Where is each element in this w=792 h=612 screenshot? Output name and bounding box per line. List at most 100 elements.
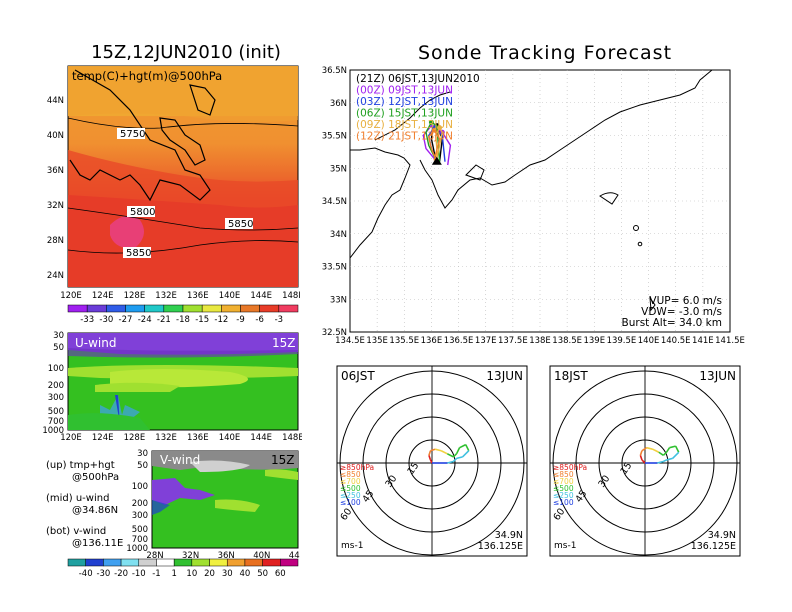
- hodo-segment: [452, 453, 458, 458]
- temp-colorbar-swatch: [182, 304, 203, 313]
- hodo-segment: [669, 445, 676, 449]
- vwind-p-tick: 100: [132, 482, 148, 492]
- hodo-title-bg: [479, 368, 525, 382]
- hodo-lon: 136.125E: [691, 541, 736, 552]
- track-legend-entry: (12Z) 21JST,13JUN: [356, 131, 453, 143]
- temp-colorbar-label: -21: [157, 315, 171, 325]
- track-series-line: [427, 129, 441, 162]
- wind-colorbar-swatch: [156, 558, 175, 567]
- map-lon-tick: 148E: [282, 291, 300, 301]
- uwind-lon-tick: 136E: [187, 433, 209, 442]
- vwind-p-tick: 30: [137, 449, 148, 459]
- track-lon-tick: 140E: [638, 336, 660, 346]
- hodo-segment: [465, 444, 470, 452]
- hodo-segment: [446, 453, 454, 458]
- note-5: (bot) v-wind: [46, 526, 107, 537]
- hodo-segment: [641, 447, 647, 452]
- hodo-segment: [428, 455, 432, 461]
- track-info-line: Burst Alt= 34.0 km: [622, 317, 722, 329]
- temp-colorbar-swatch: [144, 304, 165, 313]
- track-lon-tick: 135E: [366, 336, 388, 346]
- hodo-segment: [447, 460, 454, 464]
- vwind-p-tick: 500: [132, 525, 148, 535]
- hodo-legend-entry: ≥850hPa: [553, 463, 587, 472]
- track-burst-point: [428, 119, 434, 125]
- temp-colorbar-swatch: [86, 304, 107, 313]
- contour-label: 5800: [130, 207, 155, 218]
- hodo-legend-entry: ≤500: [340, 484, 361, 493]
- uwind-lon-tick: 132E: [155, 433, 177, 442]
- track-legend-entry: (06Z) 15JST,13JUN: [356, 108, 453, 120]
- temp-colorbar-label: -30: [99, 315, 113, 325]
- wind-colorbar-swatch: [226, 558, 246, 567]
- uwind-p-tick: 500: [48, 407, 64, 417]
- track-lat-tick: 33N: [330, 295, 347, 305]
- hodo-lon: 136.125E: [478, 541, 523, 552]
- track-lon-tick: 136E: [421, 336, 443, 346]
- hodo-segment: [657, 460, 664, 464]
- hodo-segment: [455, 447, 461, 455]
- wind-colorbar-swatch: [262, 558, 281, 567]
- hodo-segment: [459, 443, 467, 449]
- wind-colorbar-label: -30: [96, 569, 110, 579]
- map-lon-tick: 128E: [124, 291, 146, 301]
- wind-colorbar-swatch: [103, 558, 122, 567]
- vwind-p-tick: 700: [132, 535, 148, 545]
- wind-colorbar-label: -20: [114, 569, 128, 579]
- wind-colorbar-label: 60: [275, 569, 286, 579]
- hodo-segment: [456, 456, 463, 460]
- contour-label: 5750: [120, 129, 145, 140]
- temp-colorbar: -33 -30 -27 -24 -21 -18 -15 -12 -9 -6 -3: [67, 304, 299, 325]
- map-lat-tick: 36N: [47, 166, 64, 176]
- hodo-segment: [641, 459, 646, 464]
- hodo-legend-entry: ≤850: [340, 470, 361, 479]
- hodo-date-label: 13JUN: [486, 369, 523, 383]
- launch-marker: [431, 156, 442, 165]
- track-lon-tick: 138E: [529, 336, 551, 346]
- temp-colorbar-swatch: [278, 304, 299, 313]
- hodo-segment: [452, 457, 458, 463]
- wind-colorbar-label: 10: [186, 569, 197, 579]
- wind-colorbar-swatch: [67, 558, 86, 567]
- hodo-segment: [666, 457, 673, 461]
- uwind-time: 15Z: [272, 336, 296, 350]
- hodo-legend-entry: ≤100: [553, 498, 574, 507]
- wind-colorbar-swatch: [209, 558, 228, 567]
- hodo-legend-entry: ≤250: [340, 491, 361, 500]
- hodo-units: ms-1: [554, 541, 576, 551]
- hodo-title-bg: [692, 368, 738, 382]
- hodo-legend-entry: ≤100: [340, 498, 361, 507]
- hodo-time-label: 06JST: [341, 369, 375, 383]
- track-lon-tick: 138.5E: [552, 336, 582, 346]
- wind-colorbar-label: 30: [222, 569, 233, 579]
- temp-colorbar-label: -33: [80, 315, 94, 325]
- hodo-segment: [672, 451, 680, 459]
- hodo-segment: [639, 450, 643, 456]
- uwind-lon-tick: 124E: [92, 433, 114, 442]
- track-lon-tick: 137E: [475, 336, 497, 346]
- track-lat-tick: 33.5N: [322, 263, 347, 273]
- map-lon-tick: 124E: [92, 291, 114, 301]
- temp-colorbar-swatch: [259, 304, 280, 313]
- track-lat-tick: 32.5N: [322, 328, 347, 338]
- temp-colorbar-label: -6: [255, 315, 263, 325]
- hodo-segment: [674, 445, 680, 453]
- hodo-segment: [434, 448, 442, 452]
- temp-colorbar-label: -18: [176, 315, 190, 325]
- hodo-segment: [652, 448, 660, 453]
- track-series-line: [422, 124, 452, 166]
- notes: (up) tmp+hgt @500hPa (mid) u-wind @34.86…: [46, 460, 156, 550]
- wind-colorbar-swatch: [280, 558, 299, 567]
- vwind-lat-tick: 36N: [218, 551, 235, 560]
- track-legend-entry: (21Z) 06JST,13JUN2010: [356, 73, 480, 85]
- wind-colorbar-label: -40: [79, 569, 93, 579]
- hodo-units: ms-1: [341, 541, 363, 551]
- hodo-date-label: 13JUN: [699, 369, 736, 383]
- vwind-lat-tick: 32N: [182, 551, 199, 560]
- hodo-segment: [658, 451, 664, 456]
- note-6: @136.11E: [72, 538, 124, 549]
- hodo-legend-entry: ≥850hPa: [340, 463, 374, 472]
- wind-colorbar-swatch: [120, 558, 140, 567]
- hodo-title-bg: [552, 368, 594, 382]
